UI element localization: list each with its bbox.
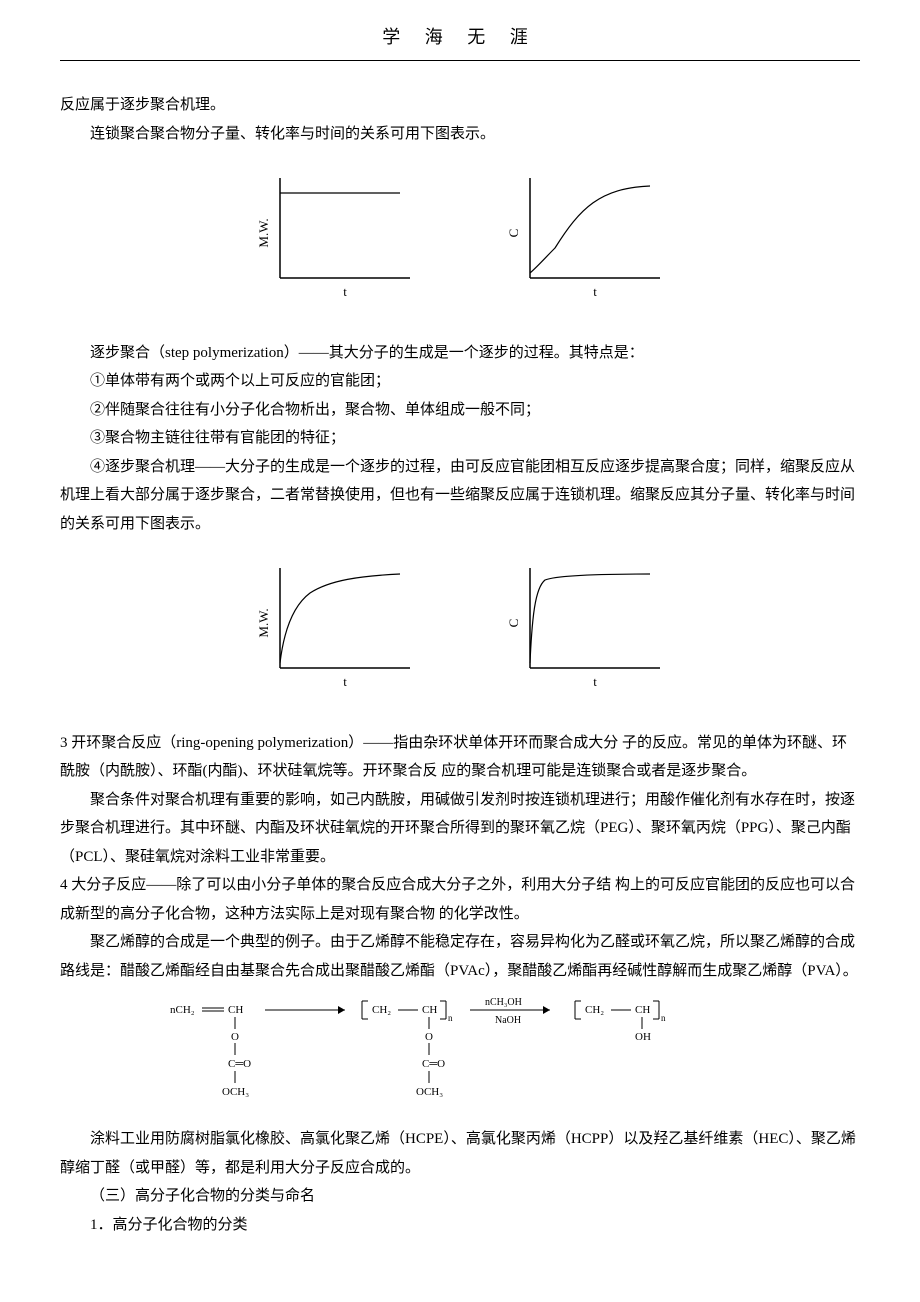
paragraph-8: 3 开环聚合反应（ring-opening polymerization）——指… bbox=[60, 729, 860, 786]
chain-chart-c: C t bbox=[500, 168, 670, 309]
chain-charts-row: M.W. t C t bbox=[60, 168, 860, 309]
poly-pva: CH₂ CH n OH bbox=[575, 1001, 666, 1043]
x-label: t bbox=[343, 284, 347, 298]
reagent-top: nCH₃OH bbox=[485, 997, 522, 1008]
step-chart-mw-svg: M.W. t bbox=[250, 558, 420, 688]
x-label: t bbox=[343, 674, 347, 688]
paragraph-11: 聚乙烯醇的合成是一个典型的例子。由于乙烯醇不能稳定存在，容易异构化为乙醛或环氧乙… bbox=[60, 928, 860, 985]
step-chart-mw: M.W. t bbox=[250, 558, 420, 699]
paragraph-13: （三）高分子化合物的分类与命名 bbox=[60, 1182, 860, 1211]
curve bbox=[280, 574, 400, 663]
paragraph-14: 1．高分子化合物的分类 bbox=[60, 1211, 860, 1240]
x-label: t bbox=[593, 284, 597, 298]
step-chart-c: C t bbox=[500, 558, 670, 699]
paragraph-5: ②伴随聚合往往有小分子化合物析出，聚合物、单体组成一般不同； bbox=[60, 396, 860, 425]
poly2-n: n bbox=[661, 1013, 666, 1023]
reaction-scheme: nCH₂ CH O C═O OCH₃ CH₂ CH n O bbox=[60, 995, 860, 1105]
poly2-oh: OH bbox=[635, 1031, 651, 1043]
poly1-n: n bbox=[448, 1013, 453, 1023]
monomer: nCH₂ CH O C═O OCH₃ bbox=[170, 1004, 251, 1098]
header-title: 学 海 无 涯 bbox=[382, 27, 538, 47]
poly1-o: O bbox=[425, 1031, 433, 1043]
poly1-ch2: CH₂ bbox=[372, 1004, 391, 1016]
paragraph-3: 逐步聚合（step polymerization）——其大分子的生成是一个逐步的… bbox=[60, 339, 860, 368]
y-label: C bbox=[506, 229, 521, 238]
poly1-co: C═O bbox=[422, 1058, 445, 1070]
chain-chart-c-svg: C t bbox=[500, 168, 670, 298]
poly-pvac: CH₂ CH n O C═O OCH₃ bbox=[362, 1001, 453, 1098]
monomer-o: O bbox=[231, 1031, 239, 1043]
arrow-1-head bbox=[338, 1006, 345, 1014]
x-label: t bbox=[593, 674, 597, 688]
poly2-ch: CH bbox=[635, 1004, 650, 1016]
curve bbox=[530, 186, 650, 273]
paragraph-9: 聚合条件对聚合机理有重要的影响，如己内酰胺，用碱做引发剂时按连锁机理进行；用酸作… bbox=[60, 786, 860, 872]
monomer-ch2: nCH₂ bbox=[170, 1004, 195, 1016]
paragraph-12: 涂料工业用防腐树脂氯化橡胶、高氯化聚乙烯（HCPE）、高氯化聚丙烯（HCPP）以… bbox=[60, 1125, 860, 1182]
reaction-svg: nCH₂ CH O C═O OCH₃ CH₂ CH n O bbox=[150, 995, 770, 1105]
step-charts-row: M.W. t C t bbox=[60, 558, 860, 699]
y-label: M.W. bbox=[256, 609, 271, 638]
paragraph-7: ④逐步聚合机理——大分子的生成是一个逐步的过程，由可反应官能团相互反应逐步提高聚… bbox=[60, 453, 860, 539]
y-label: M.W. bbox=[256, 219, 271, 248]
monomer-co: C═O bbox=[228, 1058, 251, 1070]
chain-chart-mw-svg: M.W. t bbox=[250, 168, 420, 298]
step-chart-c-svg: C t bbox=[500, 558, 670, 688]
paragraph-6: ③聚合物主链往往带有官能团的特征； bbox=[60, 424, 860, 453]
chain-chart-mw: M.W. t bbox=[250, 168, 420, 309]
monomer-ch: CH bbox=[228, 1004, 243, 1016]
monomer-och3: OCH₃ bbox=[222, 1086, 249, 1098]
paragraph-2: 连锁聚合聚合物分子量、转化率与时间的关系可用下图表示。 bbox=[60, 120, 860, 149]
poly1-och3: OCH₃ bbox=[416, 1086, 443, 1098]
arrow-2-head bbox=[543, 1006, 550, 1014]
page-header: 学 海 无 涯 bbox=[60, 20, 860, 61]
paragraph-1: 反应属于逐步聚合机理。 bbox=[60, 91, 860, 120]
curve bbox=[530, 574, 650, 663]
paragraph-4: ①单体带有两个或两个以上可反应的官能团； bbox=[60, 367, 860, 396]
poly1-ch: CH bbox=[422, 1004, 437, 1016]
y-label: C bbox=[506, 619, 521, 628]
paragraph-10: 4 大分子反应——除了可以由小分子单体的聚合反应合成大分子之外，利用大分子结 构… bbox=[60, 871, 860, 928]
poly2-ch2: CH₂ bbox=[585, 1004, 604, 1016]
reagent-bottom: NaOH bbox=[495, 1015, 521, 1026]
